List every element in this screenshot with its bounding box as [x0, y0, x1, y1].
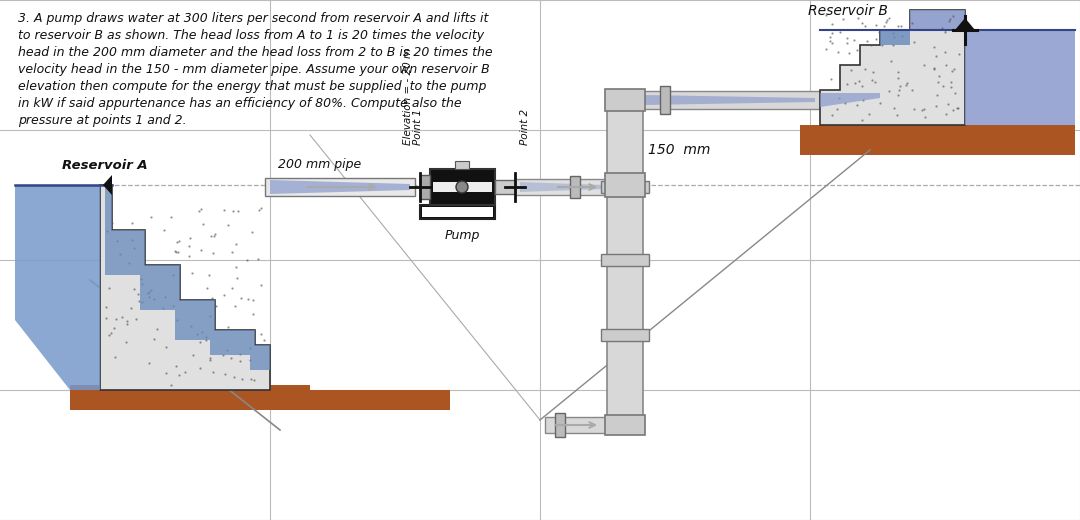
- Polygon shape: [605, 173, 645, 197]
- Bar: [570, 176, 580, 198]
- Text: Point 1: Point 1: [413, 109, 423, 145]
- Text: 150  mm: 150 mm: [648, 143, 711, 157]
- Polygon shape: [519, 182, 605, 192]
- Polygon shape: [70, 390, 450, 410]
- Bar: [555, 413, 565, 437]
- Polygon shape: [800, 125, 1075, 155]
- Polygon shape: [70, 385, 310, 410]
- Bar: [422, 207, 492, 217]
- Polygon shape: [100, 185, 270, 370]
- Polygon shape: [910, 10, 1075, 125]
- Polygon shape: [605, 89, 645, 111]
- Polygon shape: [820, 10, 966, 125]
- Polygon shape: [955, 18, 975, 30]
- Bar: [600, 181, 649, 193]
- Text: Pump: Pump: [444, 229, 480, 242]
- Text: Reservoir B: Reservoir B: [808, 4, 888, 18]
- Text: Point 2: Point 2: [519, 109, 530, 145]
- Bar: [455, 161, 469, 169]
- Bar: [430, 169, 495, 205]
- Bar: [433, 182, 492, 192]
- Bar: [600, 329, 649, 341]
- Bar: [600, 254, 649, 266]
- Text: 3. A pump draws water at 300 liters per second from reservoir A and lifts it
to : 3. A pump draws water at 300 liters per …: [18, 12, 492, 127]
- Text: 200 mm pipe: 200 mm pipe: [279, 158, 362, 171]
- Bar: [420, 175, 430, 199]
- Bar: [660, 86, 670, 114]
- Bar: [420, 205, 495, 219]
- Polygon shape: [545, 417, 607, 433]
- Polygon shape: [607, 100, 643, 425]
- Polygon shape: [643, 91, 820, 109]
- Polygon shape: [880, 30, 910, 45]
- Circle shape: [456, 181, 468, 193]
- Polygon shape: [100, 185, 270, 390]
- Polygon shape: [515, 179, 607, 195]
- Polygon shape: [645, 95, 815, 105]
- Text: Reservoir A: Reservoir A: [62, 159, 148, 172]
- Polygon shape: [820, 93, 880, 107]
- Bar: [495, 180, 515, 194]
- Polygon shape: [605, 415, 645, 435]
- Polygon shape: [103, 185, 112, 195]
- Polygon shape: [270, 180, 410, 194]
- Polygon shape: [103, 175, 112, 185]
- Polygon shape: [265, 178, 415, 196]
- Polygon shape: [15, 185, 100, 390]
- Text: Elevation = - 20 m: Elevation = - 20 m: [403, 48, 413, 145]
